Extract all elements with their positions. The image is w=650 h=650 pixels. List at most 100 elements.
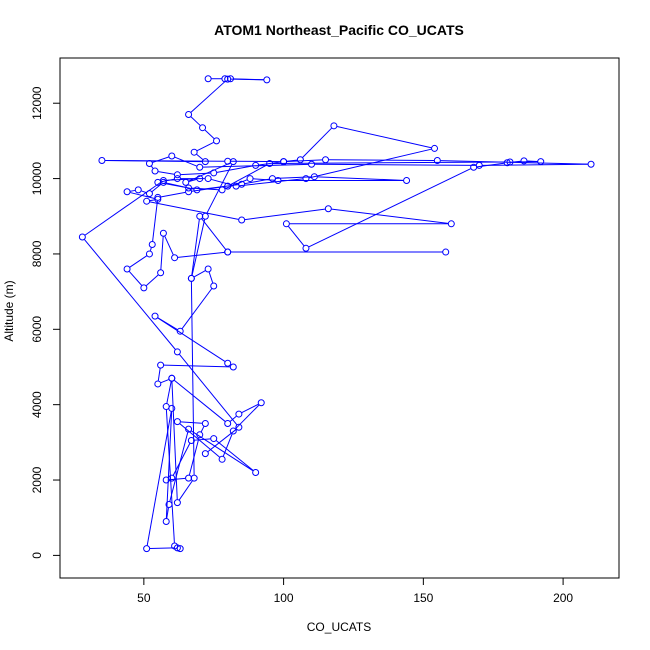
data-point [229, 158, 237, 166]
series-segment [216, 165, 253, 173]
series-segment [275, 176, 312, 179]
series-segment [151, 184, 162, 192]
series-segment [165, 411, 173, 519]
data-point [201, 450, 209, 458]
series-segment [177, 251, 225, 258]
series-segment [157, 368, 161, 381]
data-point [224, 248, 232, 256]
data-point [168, 152, 176, 160]
data-point [403, 176, 411, 184]
series-segment [244, 178, 270, 185]
series-segment [160, 379, 169, 384]
data-point [123, 265, 131, 273]
series-segment [149, 247, 152, 251]
data-point [159, 178, 167, 186]
data-point [187, 274, 195, 282]
data-point [447, 220, 455, 228]
series-segment [272, 161, 507, 164]
data-point [238, 216, 246, 224]
series-segment [204, 129, 215, 139]
chart-title: ATOM1 Northeast_Pacific CO_UCATS [214, 22, 464, 38]
series-segment [179, 423, 220, 458]
data-point [168, 374, 176, 382]
series-segment [201, 218, 227, 250]
data-point [224, 182, 232, 190]
series-segment [169, 432, 189, 502]
data-point [157, 269, 165, 277]
data-point [162, 517, 170, 525]
series-segment [302, 127, 332, 158]
series-segment [200, 426, 205, 433]
data-point [143, 197, 151, 205]
data-point [210, 282, 218, 290]
data-point [204, 75, 212, 83]
series-segment [317, 176, 404, 181]
data-point [537, 158, 545, 166]
series-segment [253, 178, 275, 181]
series-segment [286, 159, 298, 162]
y-tick-label: 0 [30, 552, 44, 559]
series-segment [166, 178, 197, 181]
series-segment [166, 507, 169, 519]
series-segment [190, 116, 201, 126]
data-point [224, 420, 232, 428]
data-point [159, 176, 167, 184]
data-point [442, 248, 450, 256]
series-segment [146, 411, 172, 546]
series-segment [179, 354, 238, 426]
data-point [173, 499, 181, 507]
data-point [506, 158, 514, 166]
series-segment [309, 148, 432, 179]
series-segment [178, 480, 193, 501]
data-point [266, 160, 274, 168]
x-axis-label: CO_UCATS [307, 620, 371, 634]
series-segment [160, 191, 186, 198]
y-tick-label: 2000 [30, 466, 44, 493]
data-point [145, 250, 153, 258]
data-point [280, 158, 288, 166]
series-segment [149, 201, 239, 220]
series-segment [149, 547, 175, 550]
data-point [310, 173, 318, 181]
series-segment [288, 226, 305, 247]
data-point [190, 474, 198, 482]
series-segment [196, 153, 204, 160]
data-point [235, 423, 243, 431]
data-point [213, 137, 221, 145]
series-segment [191, 219, 200, 276]
series-segment [166, 381, 172, 404]
data-point [308, 160, 316, 168]
data-point [238, 180, 246, 188]
data-point [218, 455, 226, 463]
data-point [204, 265, 212, 273]
data-point [173, 175, 181, 183]
series-segment [215, 440, 254, 471]
data-point [257, 399, 265, 407]
data-point [201, 420, 209, 428]
series-segment [130, 189, 136, 192]
y-axis-label: Altitude (m) [2, 280, 16, 341]
data-point [157, 361, 165, 369]
y-tick-label: 4000 [30, 391, 44, 418]
data-point [190, 148, 198, 156]
data-point [296, 156, 304, 164]
series-segment [164, 236, 174, 255]
data-point [229, 427, 237, 435]
series-segment [314, 163, 476, 166]
series-segment [207, 428, 237, 453]
data-point [185, 184, 193, 192]
series-points [78, 75, 595, 553]
x-tick-label: 100 [274, 591, 294, 605]
series-segment [331, 208, 449, 224]
data-point [330, 122, 338, 130]
data-point [210, 169, 218, 177]
x-tick-label: 200 [553, 591, 573, 605]
data-point [433, 156, 441, 164]
data-point [185, 111, 193, 119]
series-segment [163, 364, 231, 368]
data-point [171, 254, 179, 262]
series-segment [158, 171, 175, 175]
y-tick-label: 12000 [30, 86, 44, 120]
series-segment [191, 186, 225, 192]
data-point [470, 163, 478, 171]
